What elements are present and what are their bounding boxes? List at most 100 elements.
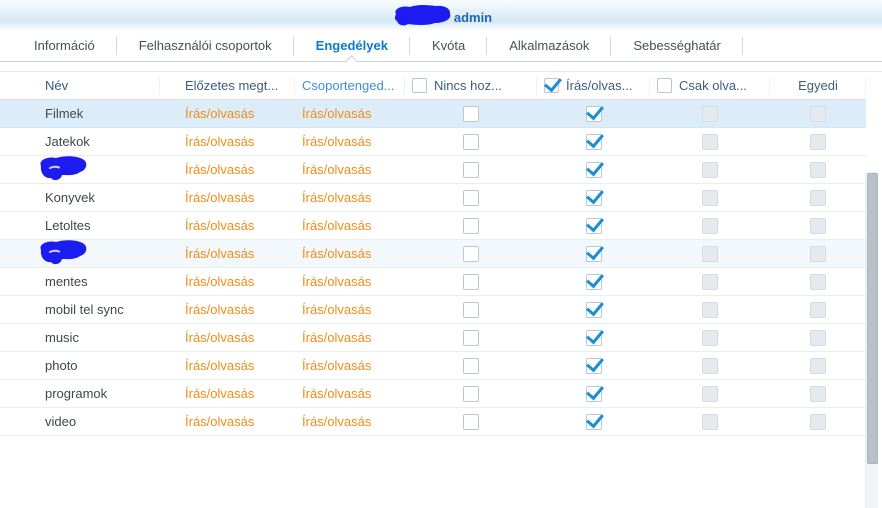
read_write-checkbox-checked[interactable] (585, 133, 602, 150)
column-separator (536, 77, 537, 95)
column-label-preview: Előzetes megt... (185, 78, 279, 93)
no_access-checkbox-unchecked[interactable] (463, 161, 479, 178)
table-row[interactable]: mentes Írás/olvasás Írás/olvasás (0, 268, 866, 296)
no_access-checkbox-unchecked[interactable] (463, 217, 479, 234)
cell-name: Filmek (0, 100, 160, 127)
cell-custom (770, 268, 866, 295)
header-checkbox-no_access-unchecked[interactable] (412, 78, 427, 93)
read_write-checkbox-checked[interactable] (585, 357, 602, 374)
table-row[interactable]: Írás/olvasás Írás/olvasás (0, 156, 866, 184)
scrollbar-thumb[interactable] (867, 173, 878, 464)
group-permission-value: Írás/olvasás (302, 106, 372, 121)
no_access-checkbox-unchecked[interactable] (463, 105, 479, 122)
column-separator (649, 77, 650, 95)
cell-read_write (537, 408, 650, 435)
cell-no_access (405, 100, 537, 127)
column-label-read_write: Írás/olvas... (566, 78, 633, 93)
table-row[interactable]: Letoltes Írás/olvasás Írás/olvasás (0, 212, 866, 240)
shared-folder-name: Letoltes (45, 218, 91, 233)
cell-read_only (650, 380, 770, 407)
custom-checkbox-disabled (810, 105, 826, 122)
no_access-checkbox-unchecked[interactable] (463, 413, 479, 430)
group-permission-value: Írás/olvasás (302, 386, 372, 401)
permissions-table: Név Előzetes megt... Csoportenged... Nincs … (0, 72, 882, 508)
no_access-checkbox-unchecked[interactable] (463, 301, 479, 318)
read_only-checkbox-disabled (702, 413, 718, 430)
cell-custom (770, 296, 866, 323)
read_only-checkbox-disabled (702, 301, 718, 318)
cell-preview-permission: Írás/olvasás (160, 352, 295, 379)
read_write-checkbox-checked[interactable] (585, 245, 602, 262)
no_access-checkbox-unchecked[interactable] (463, 245, 479, 262)
cell-custom (770, 156, 866, 183)
no_access-checkbox-unchecked[interactable] (463, 385, 479, 402)
custom-checkbox-disabled (810, 133, 826, 150)
cell-name: Jatekok (0, 128, 160, 155)
read_write-checkbox-checked[interactable] (585, 273, 602, 290)
cell-group-permission: Írás/olvasás (295, 100, 405, 127)
cell-read_only (650, 156, 770, 183)
read_write-checkbox-checked[interactable] (585, 301, 602, 318)
cell-name (0, 156, 160, 183)
cell-preview-permission: Írás/olvasás (160, 380, 295, 407)
header-checkbox-read_only-unchecked[interactable] (657, 78, 672, 93)
vertical-scrollbar[interactable] (865, 172, 878, 508)
column-header-preview[interactable]: Előzetes megt... (160, 72, 295, 99)
table-row[interactable]: photo Írás/olvasás Írás/olvasás (0, 352, 866, 380)
column-header-name[interactable]: Név (0, 72, 160, 99)
custom-checkbox-disabled (810, 385, 826, 402)
table-row[interactable]: music Írás/olvasás Írás/olvasás (0, 324, 866, 352)
table-row[interactable]: programok Írás/olvasás Írás/olvasás (0, 380, 866, 408)
read_write-checkbox-checked[interactable] (585, 189, 602, 206)
column-header-read_only[interactable]: Csak olva... (650, 72, 770, 99)
column-header-custom[interactable]: Egyedi (770, 72, 866, 99)
custom-checkbox-disabled (810, 329, 826, 346)
shared-folder-name: mobil tel sync (45, 302, 124, 317)
preview-permission-value: Írás/olvasás (185, 358, 255, 373)
column-label-read_only: Csak olva... (679, 78, 747, 93)
table-row[interactable]: Filmek Írás/olvasás Írás/olvasás (0, 100, 866, 128)
read_write-checkbox-checked[interactable] (585, 329, 602, 346)
table-row[interactable]: Jatekok Írás/olvasás Írás/olvasás (0, 128, 866, 156)
cell-group-permission: Írás/olvasás (295, 380, 405, 407)
read_only-checkbox-disabled (702, 329, 718, 346)
cell-no_access (405, 240, 537, 267)
cell-no_access (405, 128, 537, 155)
column-header-group[interactable]: Csoportenged... (295, 72, 405, 99)
table-row[interactable]: Konyvek Írás/olvasás Írás/olvasás (0, 184, 866, 212)
read_write-checkbox-checked[interactable] (585, 105, 602, 122)
tab-engedelyek[interactable]: Engedélyek (294, 30, 411, 61)
table-row[interactable]: video Írás/olvasás Írás/olvasás (0, 408, 866, 436)
table-row[interactable]: Írás/olvasás Írás/olvasás (0, 240, 866, 268)
no_access-checkbox-unchecked[interactable] (463, 273, 479, 290)
read_write-checkbox-checked[interactable] (585, 413, 602, 430)
read_write-checkbox-checked[interactable] (585, 161, 602, 178)
table-row[interactable]: mobil tel sync Írás/olvasás Írás/olvasás (0, 296, 866, 324)
no_access-checkbox-unchecked[interactable] (463, 189, 479, 206)
cell-read_write (537, 296, 650, 323)
no_access-checkbox-unchecked[interactable] (463, 133, 479, 150)
read_write-checkbox-checked[interactable] (585, 217, 602, 234)
group-permission-value: Írás/olvasás (302, 414, 372, 429)
cell-name: Letoltes (0, 212, 160, 239)
cell-read_write (537, 100, 650, 127)
group-permission-value: Írás/olvasás (302, 246, 372, 261)
tab-kvota[interactable]: Kvóta (410, 30, 488, 61)
tab-alkalmazasok[interactable]: Alkalmazások (487, 30, 612, 61)
no_access-checkbox-unchecked[interactable] (463, 329, 479, 346)
preview-permission-value: Írás/olvasás (185, 134, 255, 149)
tab-informacio[interactable]: Információ (12, 30, 117, 61)
cell-group-permission: Írás/olvasás (295, 156, 405, 183)
tab-sebesseghatar[interactable]: Sebességhatár (611, 30, 744, 61)
read_only-checkbox-disabled (702, 189, 718, 206)
cell-name: mentes (0, 268, 160, 295)
column-header-read_write[interactable]: Írás/olvas... (537, 72, 650, 99)
cell-read_only (650, 184, 770, 211)
cell-group-permission: Írás/olvasás (295, 352, 405, 379)
cell-no_access (405, 352, 537, 379)
tab-felhasznaloi-csoportok[interactable]: Felhasználói csoportok (117, 30, 294, 61)
no_access-checkbox-unchecked[interactable] (463, 357, 479, 374)
read_write-checkbox-checked[interactable] (585, 385, 602, 402)
header-checkbox-read_write-checked[interactable] (544, 78, 559, 93)
column-header-no_access[interactable]: Nincs hoz... (405, 72, 537, 99)
